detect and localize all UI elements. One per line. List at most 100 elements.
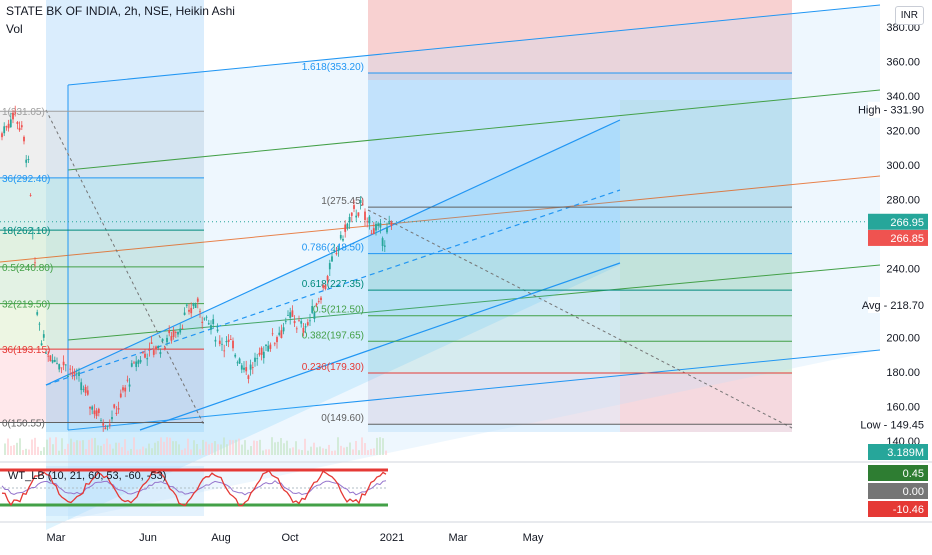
symbol-title: STATE BK OF INDIA, 2h, NSE, Heikin Ashi <box>6 4 235 18</box>
candle-body <box>124 387 127 392</box>
candle-body <box>304 326 307 328</box>
currency-button[interactable]: INR <box>894 6 924 25</box>
volume-bar <box>250 446 252 455</box>
volume-bar <box>43 447 45 455</box>
volume-bar <box>31 439 33 455</box>
volume-bar <box>184 448 186 455</box>
candle-body <box>359 200 362 204</box>
y-tick-label: 160.00 <box>886 401 920 413</box>
candle-body <box>256 358 259 360</box>
candle-body <box>216 329 219 332</box>
candle-body <box>278 332 281 335</box>
candle-body <box>97 408 100 414</box>
candle-body <box>370 233 373 235</box>
low-label: Low - 149.45 <box>860 419 924 431</box>
volume-bar <box>205 441 207 455</box>
candle-body <box>25 159 28 163</box>
volume-bar <box>148 443 150 455</box>
candle-body <box>51 359 54 363</box>
x-tick-label: Aug <box>211 532 231 544</box>
volume-bar <box>328 444 330 455</box>
candle-body <box>203 318 206 320</box>
candle-body <box>379 223 382 228</box>
volume-bar <box>337 437 339 455</box>
volume-bar <box>319 446 321 455</box>
volume-bar <box>277 441 279 455</box>
x-tick-label: May <box>523 532 544 544</box>
candle-body <box>95 410 98 417</box>
volume-bar <box>265 449 267 455</box>
volume-bar <box>40 450 42 455</box>
volume-bar <box>169 437 171 455</box>
y-tick-label: 340.00 <box>886 91 920 103</box>
volume-bar <box>106 438 108 455</box>
low-label-bg <box>868 416 928 433</box>
candle-body <box>267 345 270 352</box>
candle-body <box>339 234 342 239</box>
fib-right-label: 0.236(179.30) <box>302 362 364 373</box>
volume-bar <box>163 441 165 455</box>
volume-bar <box>82 440 84 455</box>
candle-body <box>183 312 186 315</box>
candle-body <box>45 352 47 354</box>
volume-bar <box>301 450 303 455</box>
osc-value-3: -10.46 <box>893 504 924 516</box>
y-tick-label: 180.00 <box>886 367 920 379</box>
candle-body <box>73 371 76 374</box>
candle-body <box>166 337 168 343</box>
candle-body <box>212 319 215 325</box>
candle-body <box>375 223 377 231</box>
candle-body <box>361 203 364 205</box>
fib-right-zone <box>368 341 792 373</box>
volume-bar <box>322 448 324 455</box>
zone-green-right <box>620 100 792 375</box>
pitchfork-upper-line <box>67 89 881 171</box>
pitchfork-top-line <box>67 4 881 86</box>
high-label: High - 331.90 <box>858 105 924 117</box>
pitchfork-bottom-line <box>67 349 881 431</box>
volume-bar <box>352 449 354 455</box>
candle-body <box>258 352 261 355</box>
candle-body <box>91 406 94 410</box>
osc-value-2-bg <box>868 483 928 499</box>
candle-body <box>271 333 274 335</box>
candle-body <box>355 215 358 218</box>
candle-body <box>254 357 256 362</box>
candle-body <box>9 119 12 128</box>
candle-body <box>386 227 388 233</box>
candle-body <box>357 212 360 216</box>
volume-bar <box>154 442 156 455</box>
volume-bar <box>373 448 375 455</box>
volume-bar <box>193 440 195 455</box>
volume-bar <box>364 443 366 455</box>
candle-body <box>1 133 3 138</box>
candle-body <box>130 363 133 367</box>
volume-bar <box>175 441 177 455</box>
avg-label: Avg - 218.70 <box>862 300 924 312</box>
volume-bar <box>67 443 69 455</box>
candle-body <box>350 212 353 216</box>
fib-left-zone <box>0 349 204 423</box>
candle-body <box>64 364 67 366</box>
volume-bar <box>385 450 387 455</box>
candle-body <box>150 342 153 344</box>
volume-bar <box>187 438 189 455</box>
y-tick-label: 360.00 <box>886 56 920 68</box>
volume-bar <box>208 444 210 455</box>
candle-body <box>240 365 243 370</box>
volume-bar <box>256 440 258 455</box>
volume-bar <box>295 441 297 455</box>
volume-bar <box>124 439 126 455</box>
candle-body <box>119 393 122 398</box>
volume-bar <box>262 450 264 455</box>
candle-body <box>388 222 391 224</box>
candle-body <box>111 416 113 420</box>
candle-body <box>89 406 91 409</box>
volume-bar <box>283 443 285 455</box>
volume-bar <box>244 440 246 455</box>
candle-body <box>225 341 228 343</box>
candle-body <box>207 323 210 325</box>
candle-body <box>161 338 164 342</box>
